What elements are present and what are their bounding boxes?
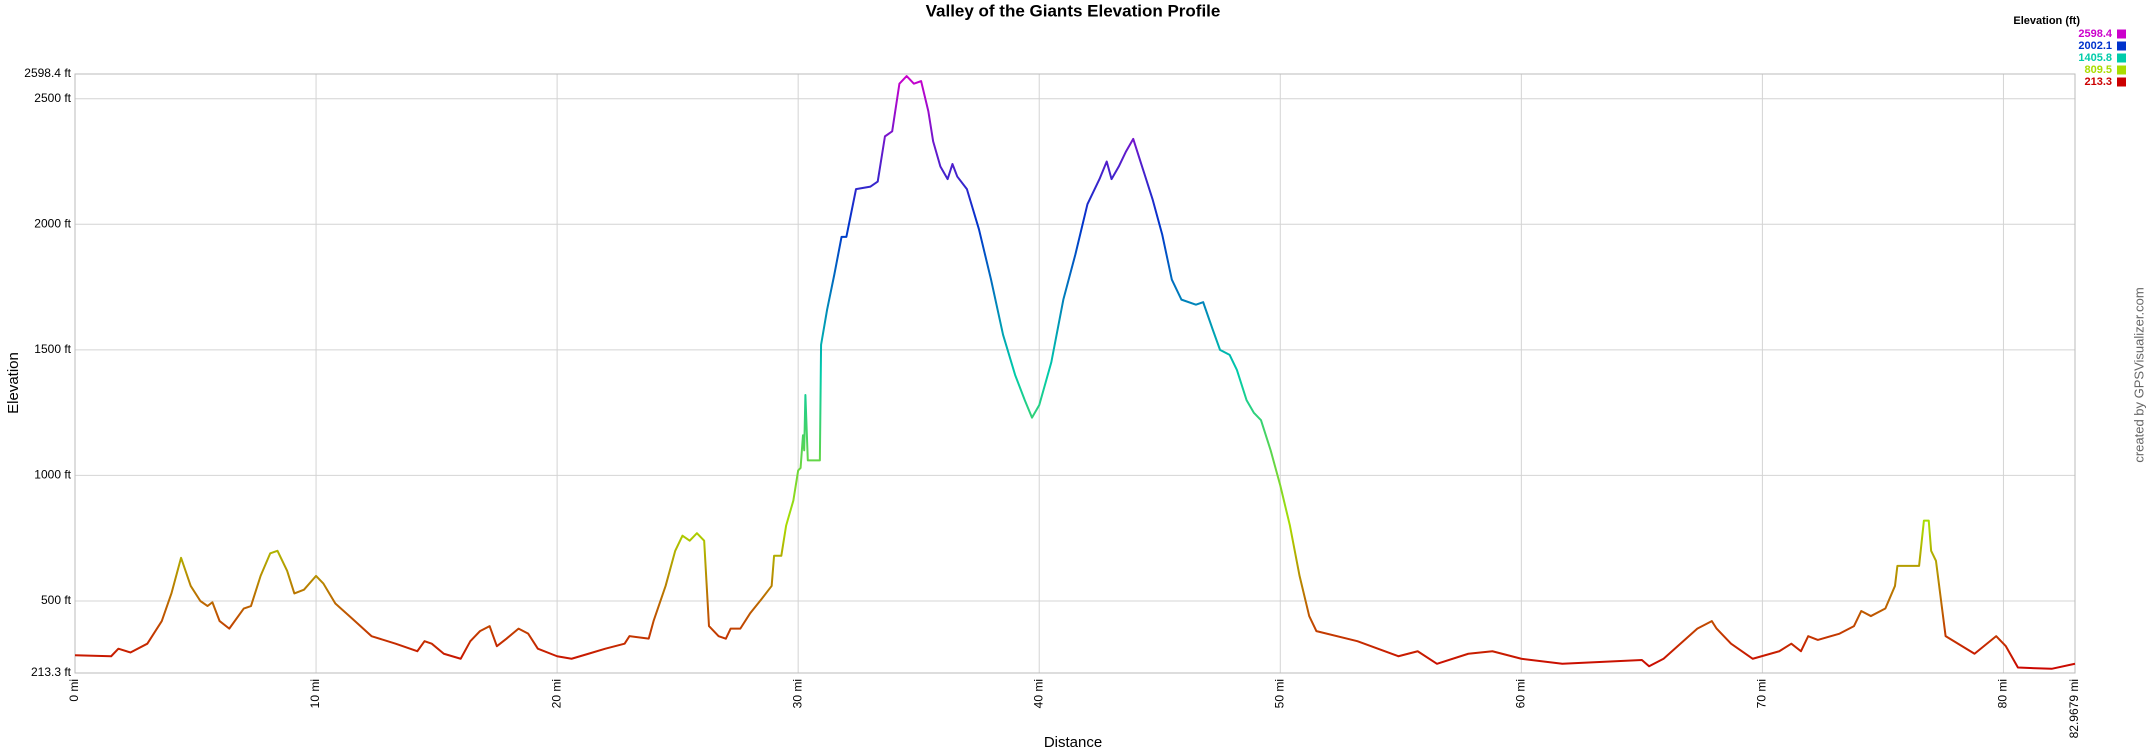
x-tick-label: 70 mi: [1755, 679, 1769, 708]
y-tick-label: 213.3 ft: [31, 665, 72, 679]
legend-swatch: [2117, 41, 2126, 51]
legend-label: 2002.1: [2078, 40, 2112, 52]
legend-label: 809.5: [2084, 64, 2112, 76]
elevation-line: [74, 75, 2076, 670]
y-axis-title: Elevation: [5, 352, 22, 414]
x-tick-label: 30 mi: [790, 679, 804, 708]
legend-label: 1405.8: [2078, 52, 2112, 64]
y-tick-label: 2598.4 ft: [24, 66, 71, 80]
x-tick-label: 10 mi: [308, 679, 322, 708]
y-tick-label: 1500 ft: [34, 342, 71, 356]
x-tick-label: 20 mi: [549, 679, 563, 708]
x-tick-label: 40 mi: [1031, 679, 1045, 708]
x-tick-label: 60 mi: [1514, 679, 1528, 708]
legend-swatch: [2117, 65, 2126, 75]
legend-title: Elevation (ft): [2013, 15, 2080, 27]
legend-label: 213.3: [2084, 76, 2112, 88]
x-tick-label: 82.9679 mi: [2067, 679, 2081, 738]
chart-title: Valley of the Giants Elevation Profile: [926, 1, 1221, 20]
legend-swatch: [2117, 53, 2126, 63]
legend-swatch: [2117, 29, 2126, 39]
x-axis-title: Distance: [1044, 734, 1102, 750]
y-tick-label: 1000 ft: [34, 468, 71, 482]
credit: created by GPSVisualizer.com: [2131, 287, 2146, 462]
y-tick-label: 2000 ft: [34, 216, 71, 230]
legend-label: 2598.4: [2078, 28, 2113, 40]
y-tick-label: 500 ft: [41, 593, 72, 607]
x-tick-label: 80 mi: [1996, 679, 2010, 708]
legend-swatch: [2117, 77, 2126, 87]
x-tick-label: 0 mi: [67, 679, 81, 702]
x-tick-label: 50 mi: [1272, 679, 1286, 708]
y-tick-label: 2500 ft: [34, 91, 71, 105]
plot-frame: [74, 73, 2076, 674]
